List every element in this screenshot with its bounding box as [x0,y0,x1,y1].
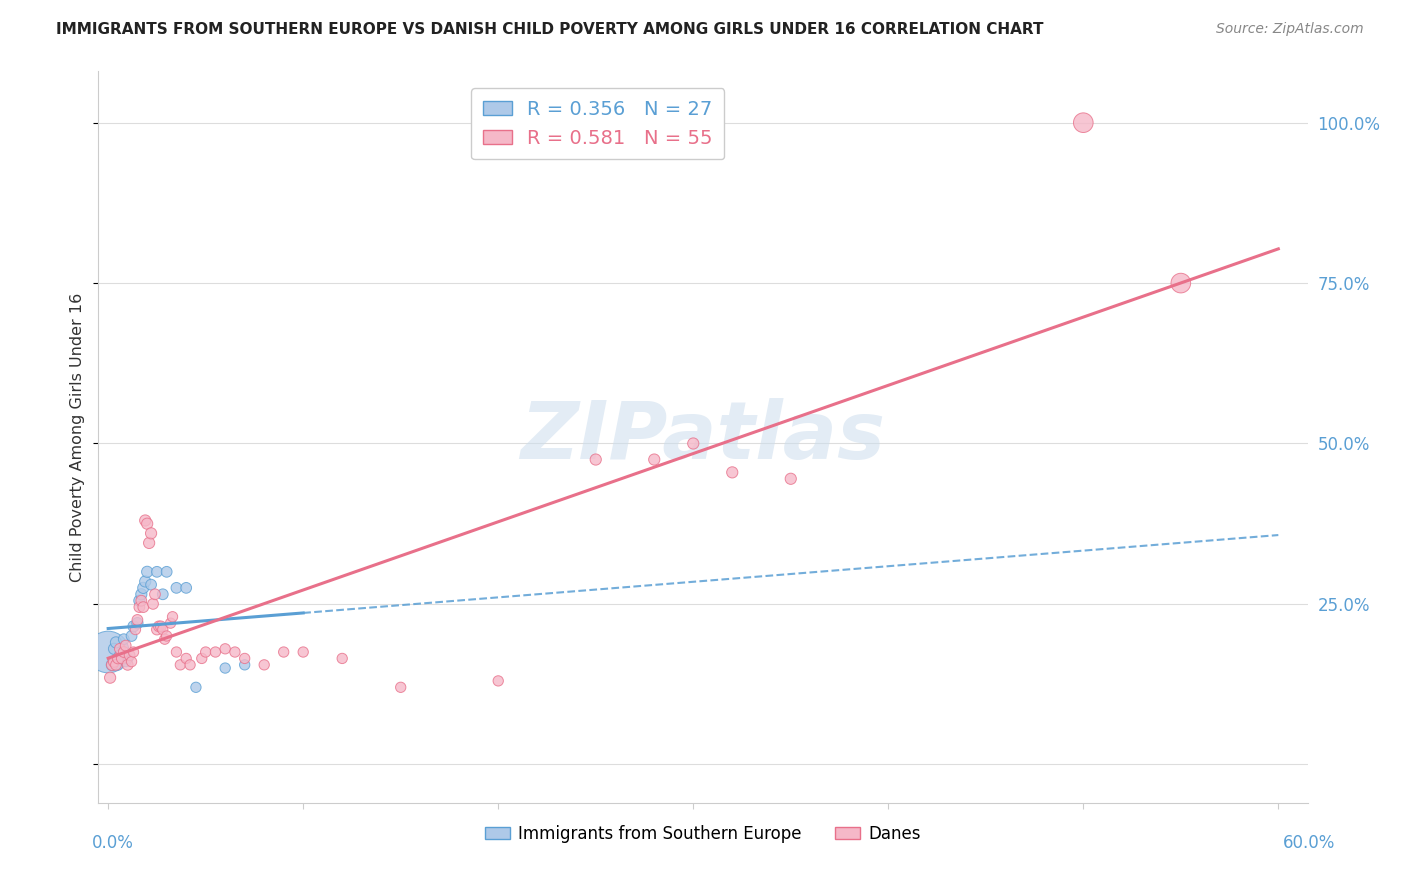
Point [107,651,129,665]
Point [122,619,145,633]
Point [104,635,127,649]
Point [174,581,197,595]
Point [97,645,120,659]
Point [643,452,665,467]
Point [486,673,509,688]
Point [156,565,179,579]
Point [127,616,149,631]
Point [136,516,159,531]
Point [159,616,181,631]
Text: 0.0%: 0.0% [91,834,134,852]
Point [146,623,169,637]
Point [103,655,125,669]
Point [139,526,162,541]
Point [134,574,156,589]
Point [779,472,801,486]
Point [1170,276,1192,290]
Point [214,661,236,675]
Text: ZIPatlas: ZIPatlas [520,398,886,476]
Legend: Immigrants from Southern Europe, Danes: Immigrants from Southern Europe, Danes [478,818,928,849]
Point [121,655,143,669]
Point [122,645,145,659]
Text: Source: ZipAtlas.com: Source: ZipAtlas.com [1216,22,1364,37]
Point [156,629,179,643]
Point [142,597,165,611]
Point [194,645,217,659]
Point [108,641,131,656]
Point [114,639,136,653]
Point [152,623,174,637]
Point [165,581,187,595]
Point [152,587,174,601]
Text: 60.0%: 60.0% [1284,834,1336,852]
Point [127,613,149,627]
Point [103,641,125,656]
Point [169,657,191,672]
Point [107,657,129,672]
Point [174,651,197,665]
Point [204,645,226,659]
Point [98,671,121,685]
Point [143,587,166,601]
Point [117,657,139,672]
Point [233,651,256,665]
Point [165,645,187,659]
Point [138,536,160,550]
Point [118,648,141,663]
Point [132,581,155,595]
Point [184,681,207,695]
Text: IMMIGRANTS FROM SOUTHERN EUROPE VS DANISH CHILD POVERTY AMONG GIRLS UNDER 16 COR: IMMIGRANTS FROM SOUTHERN EUROPE VS DANIS… [56,22,1043,37]
Point [101,657,124,672]
Point [134,514,156,528]
Point [136,565,159,579]
Point [108,648,131,663]
Point [214,641,236,656]
Point [253,657,276,672]
Point [224,645,246,659]
Point [101,657,124,672]
Point [112,632,135,647]
Point [139,577,162,591]
Point [292,645,315,659]
Point [162,609,184,624]
Point [131,587,153,601]
Point [146,565,169,579]
Point [112,645,135,659]
Point [128,593,150,607]
Point [179,657,201,672]
Point [233,657,256,672]
Point [111,651,134,665]
Point [682,436,704,450]
Point [191,651,214,665]
Point [124,623,146,637]
Point [121,629,143,643]
Point [389,681,412,695]
Point [111,651,134,665]
Point [128,600,150,615]
Point [1071,116,1094,130]
Point [721,466,744,480]
Point [117,651,139,665]
Point [153,632,176,647]
Point [131,593,153,607]
Point [273,645,295,659]
Point [148,619,170,633]
Point [149,619,172,633]
Point [585,452,607,467]
Point [330,651,353,665]
Point [104,657,127,672]
Point [114,655,136,669]
Point [132,600,155,615]
Y-axis label: Child Poverty Among Girls Under 16: Child Poverty Among Girls Under 16 [70,293,86,582]
